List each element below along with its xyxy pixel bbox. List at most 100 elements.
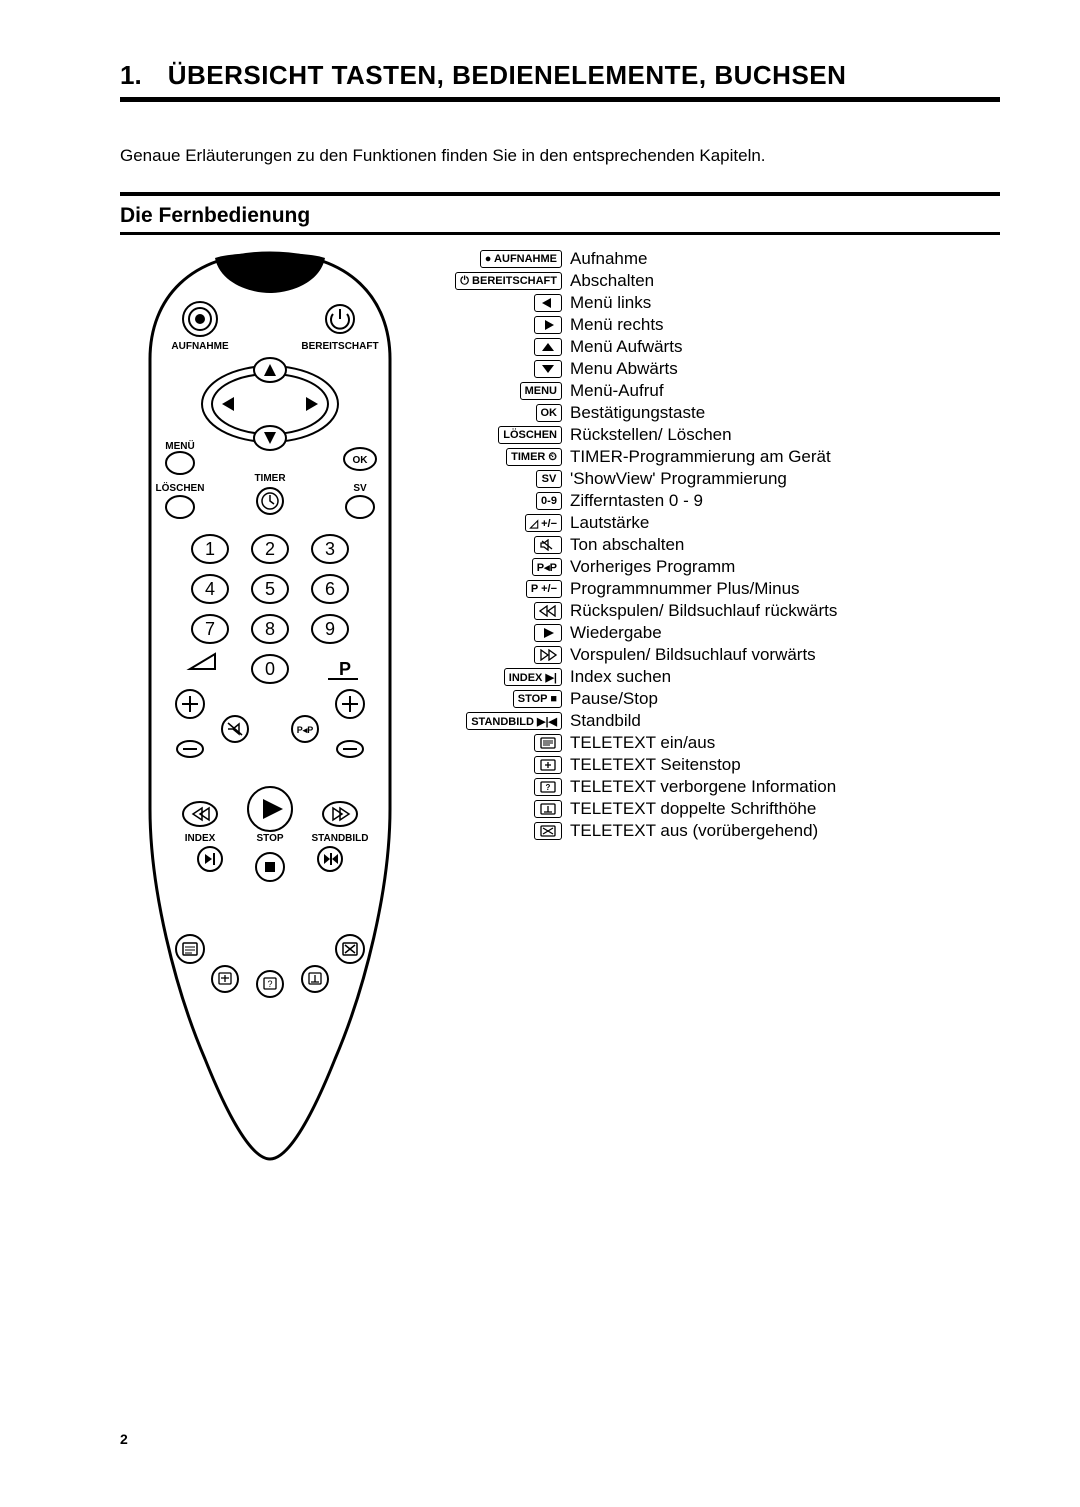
legend-key-wrap: MENU [450,382,562,400]
legend-row: ⏻ BEREITSCHAFTAbschalten [450,271,1000,291]
page-number: 2 [120,1431,128,1447]
legend-row: Rückspulen/ Bildsuchlauf rückwärts [450,601,1000,621]
remote-svg: AUFNAHME BEREITSCHAFT ME [120,249,420,1169]
legend-key-icon [534,360,562,378]
legend-key-icon: OK [536,404,563,422]
legend-key-wrap [450,536,562,554]
legend-row: MENU Menü-Aufruf [450,381,1000,401]
legend-key-icon: 0-9 [536,492,562,510]
legend-key-icon: MENU [520,382,562,400]
svg-text:7: 7 [205,619,215,639]
legend-desc: Menü-Aufruf [570,381,664,401]
section-rule [120,192,1000,196]
legend-key-wrap: ? [450,778,562,796]
legend-key-wrap: OK [450,404,562,422]
legend-key-icon: LÖSCHEN [498,426,562,444]
svg-text:6: 6 [325,579,335,599]
legend-row: Wiedergabe [450,623,1000,643]
svg-text:8: 8 [265,619,275,639]
legend-desc: Menü links [570,293,651,313]
subheading: Die Fernbedienung [120,204,1000,235]
legend-row: TELETEXT ein/aus [450,733,1000,753]
legend-row: OK Bestätigungstaste [450,403,1000,423]
svg-text:OK: OK [353,455,369,466]
legend-row: SV'ShowView' Programmierung [450,469,1000,489]
legend-desc: Bestätigungstaste [570,403,705,423]
legend-key-icon: STANDBILD ▶|◀ [466,712,562,730]
legend-key-wrap [450,734,562,752]
legend-desc: Ton abschalten [570,535,684,555]
legend-key-icon: TIMER ⏲ [506,448,562,466]
legend-row: TIMER ⏲ TIMER-Programmierung am Gerät [450,447,1000,467]
legend-key-icon [534,800,562,818]
legend-row: ? TELETEXT verborgene Information [450,777,1000,797]
legend-key-wrap: P +/− [450,580,562,598]
legend-key-wrap [450,338,562,356]
svg-text:P◂P: P◂P [297,725,314,735]
legend-desc: TIMER-Programmierung am Gerät [570,447,831,467]
legend-desc: Menü rechts [570,315,664,335]
label-menu: MENÜ [165,439,194,452]
legend-key-icon: ● AUFNAHME [480,250,562,268]
legend-row: Menü Aufwärts [450,337,1000,357]
legend-row: P +/− Programmnummer Plus/Minus [450,579,1000,599]
legend-row: STOP ■ Pause/Stop [450,689,1000,709]
section-heading: 1. ÜBERSICHT TASTEN, BEDIENELEMENTE, BUC… [120,60,1000,102]
legend-key-wrap: INDEX ▶| [450,668,562,686]
legend-key-wrap: ◿ +/− [450,514,562,532]
svg-text:INDEX: INDEX [185,833,216,844]
legend-desc: Programmnummer Plus/Minus [570,579,800,599]
svg-text:3: 3 [325,539,335,559]
intro-text: Genaue Erläuterungen zu den Funktionen f… [120,146,1000,166]
svg-text:SV: SV [353,483,367,494]
svg-text:?: ? [546,783,551,792]
svg-text:4: 4 [205,579,215,599]
legend-key-wrap [450,294,562,312]
svg-text:1: 1 [205,539,215,559]
legend-key-wrap [450,360,562,378]
legend-key-icon [534,338,562,356]
svg-text:?: ? [267,979,272,989]
legend-desc: Lautstärke [570,513,649,533]
legend-row: LÖSCHENRückstellen/ Löschen [450,425,1000,445]
legend-row: Ton abschalten [450,535,1000,555]
legend-desc: Menu Abwärts [570,359,678,379]
legend-key-wrap: ● AUFNAHME [450,250,562,268]
remote-illustration: AUFNAHME BEREITSCHAFT ME [120,249,420,1174]
legend-key-icon: INDEX ▶| [504,668,562,686]
legend-key-wrap [450,756,562,774]
legend-desc: Menü Aufwärts [570,337,682,357]
legend-key-wrap: P◂P [450,558,562,576]
svg-text:0: 0 [265,659,275,679]
svg-text:9: 9 [325,619,335,639]
legend-desc: Standbild [570,711,641,731]
legend-key-wrap: SV [450,470,562,488]
legend-key-wrap: STANDBILD ▶|◀ [450,712,562,730]
legend-desc: TELETEXT Seitenstop [570,755,741,775]
legend-row: TELETEXT aus (vorübergehend) [450,821,1000,841]
legend-key-wrap: ⏻ BEREITSCHAFT [450,272,562,290]
legend-row: INDEX ▶|Index suchen [450,667,1000,687]
legend-row: STANDBILD ▶|◀ Standbild [450,711,1000,731]
legend-key-wrap: STOP ■ [450,690,562,708]
legend-key-wrap [450,316,562,334]
legend-desc: Pause/Stop [570,689,658,709]
heading-number: 1. [120,60,142,91]
legend-key-wrap: LÖSCHEN [450,426,562,444]
heading-title: ÜBERSICHT TASTEN, BEDIENELEMENTE, BUCHSE… [168,60,847,91]
legend-key-icon [534,734,562,752]
legend-key-wrap [450,822,562,840]
legend-key-wrap [450,646,562,664]
legend-key-icon: ? [534,778,562,796]
legend-desc: Vorheriges Programm [570,557,735,577]
legend-key-icon [534,624,562,642]
legend-key-icon: ◿ +/− [525,514,562,532]
svg-text:TIMER: TIMER [254,473,286,484]
legend-desc: TELETEXT ein/aus [570,733,715,753]
legend-row: P◂P Vorheriges Programm [450,557,1000,577]
legend-row: Vorspulen/ Bildsuchlauf vorwärts [450,645,1000,665]
legend-row: TELETEXT Seitenstop [450,755,1000,775]
svg-text:STOP: STOP [256,833,283,844]
legend-desc: TELETEXT verborgene Information [570,777,836,797]
legend-key-wrap [450,800,562,818]
